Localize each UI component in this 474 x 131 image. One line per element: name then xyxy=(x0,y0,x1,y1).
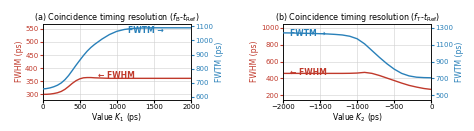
Y-axis label: FWTM (ps): FWTM (ps) xyxy=(455,41,464,82)
Text: FWTM →: FWTM → xyxy=(291,29,326,38)
Text: ← FWHM: ← FWHM xyxy=(291,68,327,77)
Text: FWTM →: FWTM → xyxy=(128,26,164,35)
Y-axis label: FWHM (ps): FWHM (ps) xyxy=(15,41,24,82)
X-axis label: Value $K_1$ (ps): Value $K_1$ (ps) xyxy=(91,111,142,124)
Title: (b) Coincidence timing resolution ($f_\mathrm{T}$-$t_\mathrm{Ref}$): (b) Coincidence timing resolution ($f_\m… xyxy=(274,11,440,24)
Title: (a) Coincidence timing resolution ($f_\mathrm{B}$-$t_\mathrm{Ref}$): (a) Coincidence timing resolution ($f_\m… xyxy=(34,11,200,24)
Text: ← FWHM: ← FWHM xyxy=(98,72,135,80)
X-axis label: Value $K_2$ (ps): Value $K_2$ (ps) xyxy=(332,111,383,124)
Y-axis label: FWHM (ps): FWHM (ps) xyxy=(250,41,259,82)
Y-axis label: FWTM (ps): FWTM (ps) xyxy=(215,41,224,82)
